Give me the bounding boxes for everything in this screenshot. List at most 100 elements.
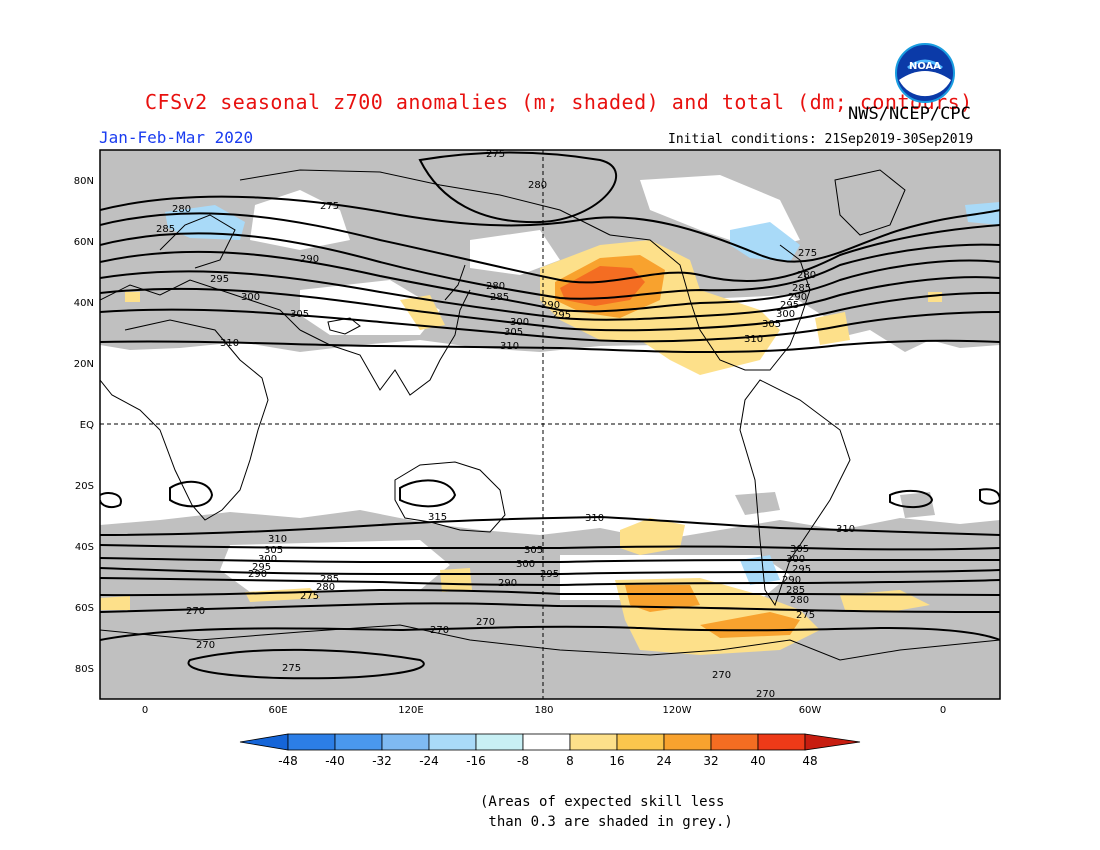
contour-label: 290 <box>782 575 801 586</box>
colorbar-tick: -24 <box>419 754 439 768</box>
coast-asia-south <box>299 289 471 396</box>
contour-label: 290 <box>498 578 517 589</box>
contour-label: 280 <box>528 180 547 191</box>
coast-europe <box>100 279 301 331</box>
contour-label: 270 <box>186 606 205 617</box>
noaa-logo-text: NOAA <box>909 61 941 72</box>
coast-africa <box>100 319 269 521</box>
colorbar-swatch <box>287 733 336 751</box>
contour-label: 295 <box>252 562 271 573</box>
chart-title: CFSv2 seasonal z700 anomalies (m; shaded… <box>145 90 973 114</box>
contour-label: 305 <box>524 545 543 556</box>
lat-axis: 80N 60N 40N 20N EQ 20S 40S 60S 80S <box>74 176 94 675</box>
contour-label: 270 <box>712 670 731 681</box>
contour-label: 310 <box>744 334 763 345</box>
colorbar-tick: -8 <box>517 754 529 768</box>
contour-label: 275 <box>796 610 815 621</box>
contour-label: 290 <box>248 569 267 580</box>
lat-label: 80S <box>75 664 94 675</box>
colorbar-swatch <box>710 733 759 751</box>
contour-label: 315 <box>428 512 447 523</box>
contour-label: 305 <box>790 544 809 555</box>
contour-label: 270 <box>430 625 449 636</box>
period-label: Jan-Feb-Mar 2020 <box>99 128 254 147</box>
grey-patch-sa <box>735 492 780 515</box>
pos-anom-s-west <box>100 596 130 610</box>
contour-label: 300 <box>516 559 535 570</box>
lon-label: 60E <box>268 705 287 716</box>
pos-anom-atl <box>815 312 850 345</box>
contour-label: 300 <box>510 317 529 328</box>
contour-label: 285 <box>792 283 811 294</box>
contour-label: 275 <box>486 149 505 160</box>
contour-label: 310 <box>220 338 239 349</box>
contour-label: 285 <box>320 574 339 585</box>
contour-label: 270 <box>476 617 495 628</box>
org-label: NWS/NCEP/CPC <box>848 104 971 124</box>
contour-label: 305 <box>264 545 283 556</box>
lon-label: 120W <box>663 705 692 716</box>
gap-north-1 <box>250 190 350 250</box>
colorbar-tick: -16 <box>466 754 486 768</box>
colorbar-tick: -32 <box>372 754 392 768</box>
contour-label-group: 275 275 275 280 280 280 280 285 285 285 … <box>156 149 855 700</box>
coast-scandinavia <box>159 214 236 269</box>
contour-label: 310 <box>585 513 604 524</box>
colorbar-tick: 40 <box>750 754 765 768</box>
map-frame <box>99 149 1001 700</box>
contour-label: 295 <box>540 569 559 580</box>
coast-greenland <box>834 169 906 236</box>
contour-label: 270 <box>196 640 215 651</box>
contour-label: 305 <box>762 319 781 330</box>
lat-label: 60S <box>75 603 94 614</box>
lat-label: 60N <box>74 237 94 248</box>
pos-anom-eu2 <box>928 292 942 302</box>
contour-label: 275 <box>300 591 319 602</box>
contour-label: 290 <box>788 292 807 303</box>
contour-label: 285 <box>786 585 805 596</box>
colorbar-swatch <box>522 733 571 751</box>
colorbar-swatch <box>475 733 524 751</box>
colorbar-swatch <box>757 733 806 751</box>
gap-south-1 <box>220 540 450 592</box>
colorbar <box>239 733 861 751</box>
contour-label: 305 <box>504 327 523 338</box>
contour-label: 270 <box>756 689 775 700</box>
contour-label: 300 <box>241 292 260 303</box>
gap-north-2 <box>300 280 440 335</box>
colorbar-tick: 8 <box>566 754 574 768</box>
colorbar-tick: 16 <box>609 754 624 768</box>
contour-label: 300 <box>786 554 805 565</box>
contour-label: 285 <box>490 292 509 303</box>
contour-label: 295 <box>792 564 811 575</box>
colorbar-swatch <box>334 733 383 751</box>
contour-label: 300 <box>258 554 277 565</box>
lat-label: 20N <box>74 359 94 370</box>
contour-label: 310 <box>836 524 855 535</box>
contour-label: 300 <box>776 309 795 320</box>
contour-label: 290 <box>300 254 319 265</box>
lon-label: 120E <box>398 705 423 716</box>
grey-patch-sa2 <box>900 492 935 518</box>
lon-label: 0 <box>142 705 148 716</box>
contour-label: 275 <box>320 201 339 212</box>
contour-label: 290 <box>541 300 560 311</box>
contour-label: 310 <box>268 534 287 545</box>
lon-label: 0 <box>940 705 946 716</box>
lat-label: 40S <box>75 542 94 553</box>
coast-australia <box>394 461 506 533</box>
colorbar-tick: 32 <box>703 754 718 768</box>
pos-anom-spac-3 <box>625 585 700 612</box>
contour-label: 310 <box>500 341 519 352</box>
contour-label: 275 <box>282 663 301 674</box>
lon-axis: 0 60E 120E 180 120W 60W 0 <box>142 705 946 716</box>
lat-label: EQ <box>80 420 94 431</box>
skill-note: (Areas of expected skill less than 0.3 a… <box>480 794 733 830</box>
colorbar-tick: 48 <box>802 754 817 768</box>
colorbar-right-arrow <box>804 733 861 751</box>
neg-anom-canada <box>730 222 800 262</box>
contour-label: 280 <box>797 270 816 281</box>
colorbar-left-arrow <box>239 733 289 751</box>
neg-anom-sa <box>740 555 780 585</box>
colorbar-tick: 24 <box>656 754 671 768</box>
